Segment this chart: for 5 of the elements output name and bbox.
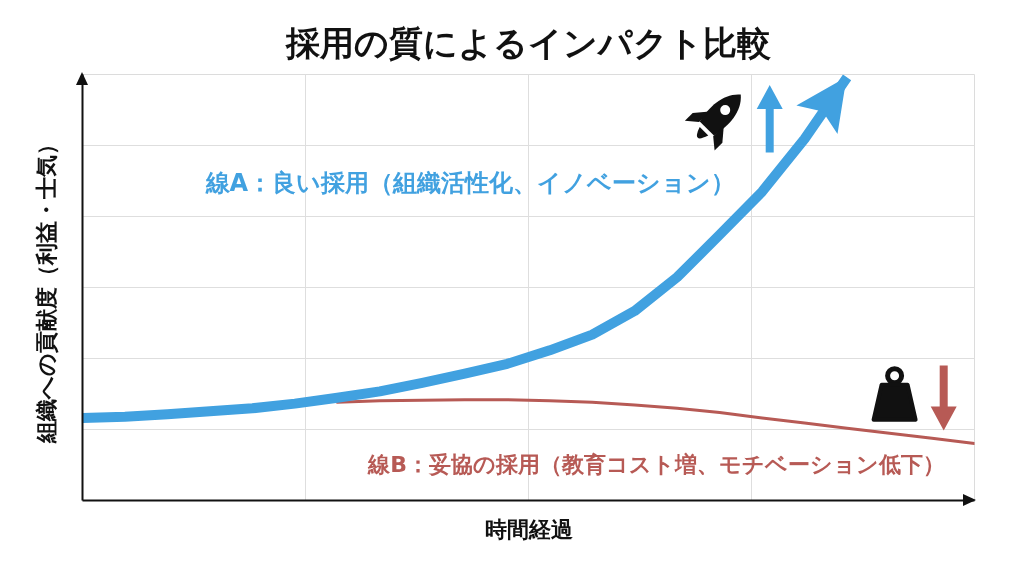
chart-title: 採用の質によるインパクト比較 xyxy=(285,22,771,63)
y-axis-title: 組織への貢献度（利益・士気） xyxy=(33,132,59,444)
series-label: 線A：良い採用（組織活性化、イノベーション） xyxy=(204,169,736,198)
series-label: 線B：妥協の採用（教育コスト増、モチベーション低下） xyxy=(367,451,946,477)
x-axis-title: 時間経過 xyxy=(484,516,573,542)
